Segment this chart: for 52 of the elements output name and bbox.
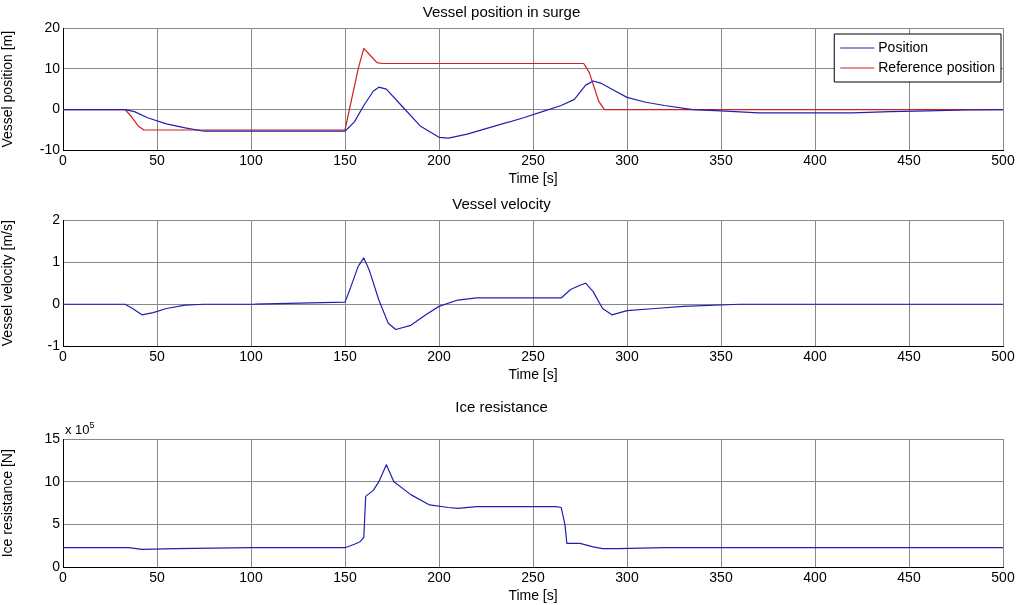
x-tick-label: 300: [615, 347, 639, 364]
y-axis-title: Vessel position [m]: [0, 30, 16, 148]
y-tick-label: -1: [47, 337, 61, 354]
x-tick-label: 250: [521, 568, 545, 585]
x-tick-label: 500: [991, 151, 1015, 168]
y-tick-label: 15: [44, 429, 61, 446]
y-tick-label: 5: [52, 515, 61, 532]
x-tick-label: 400: [803, 568, 827, 585]
x-axis-title: Time [s]: [508, 366, 558, 383]
x-tick-label: 50: [149, 568, 165, 585]
chart-title: Vessel velocity: [452, 195, 552, 213]
x-tick-label: 50: [149, 347, 165, 364]
x-tick-label: 500: [991, 347, 1015, 364]
x-tick-label: 250: [521, 151, 545, 168]
x-tick-label: 200: [427, 568, 451, 585]
x-axis-title: Time [s]: [508, 170, 558, 187]
x-tick-label: 450: [897, 568, 921, 585]
x-tick-label: 100: [239, 568, 263, 585]
legend-label: Reference position: [878, 58, 996, 75]
x-tick-label: 150: [333, 347, 357, 364]
x-tick-label: 350: [709, 151, 733, 168]
x-tick-label: 500: [991, 568, 1015, 585]
y-tick-label: 0: [52, 100, 61, 117]
y-tick-label: 1: [52, 252, 61, 269]
chart-title: Vessel position in surge: [422, 3, 581, 21]
x-tick-label: 450: [897, 151, 921, 168]
y-tick-label: 2: [52, 210, 61, 227]
y-tick-label: -10: [39, 141, 61, 158]
x-tick-label: 150: [333, 568, 357, 585]
legend-label: Position: [878, 38, 929, 55]
x-tick-label: 350: [709, 568, 733, 585]
x-tick-label: 450: [897, 347, 921, 364]
x-tick-label: 100: [239, 151, 263, 168]
x-tick-label: 400: [803, 151, 827, 168]
x-tick-label: 150: [333, 151, 357, 168]
x-tick-label: 200: [427, 151, 451, 168]
x-tick-label: 50: [149, 151, 165, 168]
x-axis-title: Time [s]: [508, 587, 558, 604]
y-axis-title: Ice resistance [N]: [0, 449, 16, 558]
x-tick-label: 400: [803, 347, 827, 364]
x-tick-label: 300: [615, 568, 639, 585]
x-tick-label: 100: [239, 347, 263, 364]
y-axis-title: Vessel velocity [m/s]: [0, 220, 16, 347]
chart-title: Ice resistance: [455, 398, 548, 416]
x-tick-label: 350: [709, 347, 733, 364]
y-tick-label: 10: [44, 59, 61, 76]
y-tick-label: 10: [44, 472, 61, 489]
x-tick-label: 200: [427, 347, 451, 364]
y-tick-label: 0: [52, 295, 61, 312]
x-tick-label: 250: [521, 347, 545, 364]
y-tick-label: 20: [44, 18, 61, 35]
x-tick-label: 300: [615, 151, 639, 168]
